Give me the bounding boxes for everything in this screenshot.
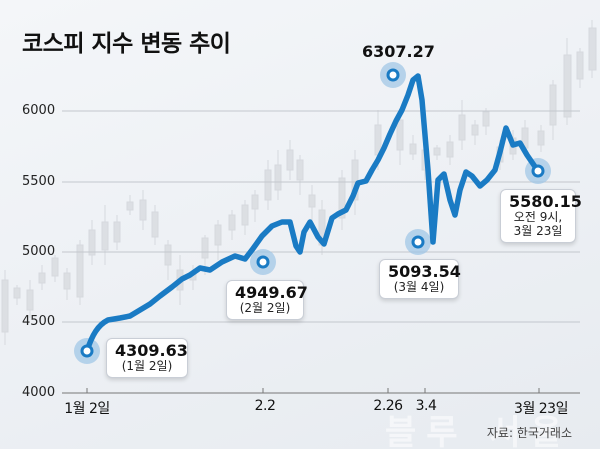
y-tick-4500: 4500 xyxy=(22,314,56,329)
callout-mar4-date: (3월 4일) xyxy=(393,280,445,295)
peak-label: 6307.27 xyxy=(362,42,435,61)
y-tick-6000: 6000 xyxy=(22,103,56,118)
kospi-line xyxy=(84,73,541,354)
callout-feb2-value: 4949.67 xyxy=(235,283,308,302)
callout-feb2-date: (2월 2일) xyxy=(239,301,291,316)
callout-end-value: 5580.15 xyxy=(509,192,582,211)
y-tick-4000: 4000 xyxy=(22,385,56,400)
callout-end-time: 오전 9시, xyxy=(513,210,563,225)
callout-mar4: 5093.54 (3월 4일) xyxy=(379,259,461,300)
x-tick-feb26: 2.26 xyxy=(373,398,403,414)
callout-start-date: (1월 2일) xyxy=(121,359,173,374)
callout-mar4-value: 5093.54 xyxy=(388,262,461,281)
x-tick-mar4: 3.4 xyxy=(415,398,437,414)
callout-end-date: 3월 23일 xyxy=(513,224,563,239)
callout-start: 4309.63 (1월 2일) xyxy=(106,338,188,379)
gridlines xyxy=(62,110,580,323)
x-tick-feb2: 2.2 xyxy=(254,398,276,414)
x-tick-mar23: 3월 23일 xyxy=(514,401,568,417)
y-tick-5500: 5500 xyxy=(22,174,56,189)
x-tick-jan2: 1월 2일 xyxy=(64,401,110,417)
chart-title: 코스피 지수 변동 추이 xyxy=(22,31,231,57)
callout-feb2: 4949.67 (2월 2일) xyxy=(226,280,308,321)
data-points xyxy=(80,68,545,358)
callout-end: 5580.15 오전 9시, 3월 23일 xyxy=(500,189,582,243)
candlestick-background xyxy=(1,20,597,345)
watermark: 블루 서울스 xyxy=(385,413,572,449)
x-axis xyxy=(62,388,580,394)
source-note: 자료: 한국거래소 xyxy=(486,426,572,440)
callout-start-value: 4309.63 xyxy=(115,341,188,360)
y-tick-5000: 5000 xyxy=(22,244,56,259)
